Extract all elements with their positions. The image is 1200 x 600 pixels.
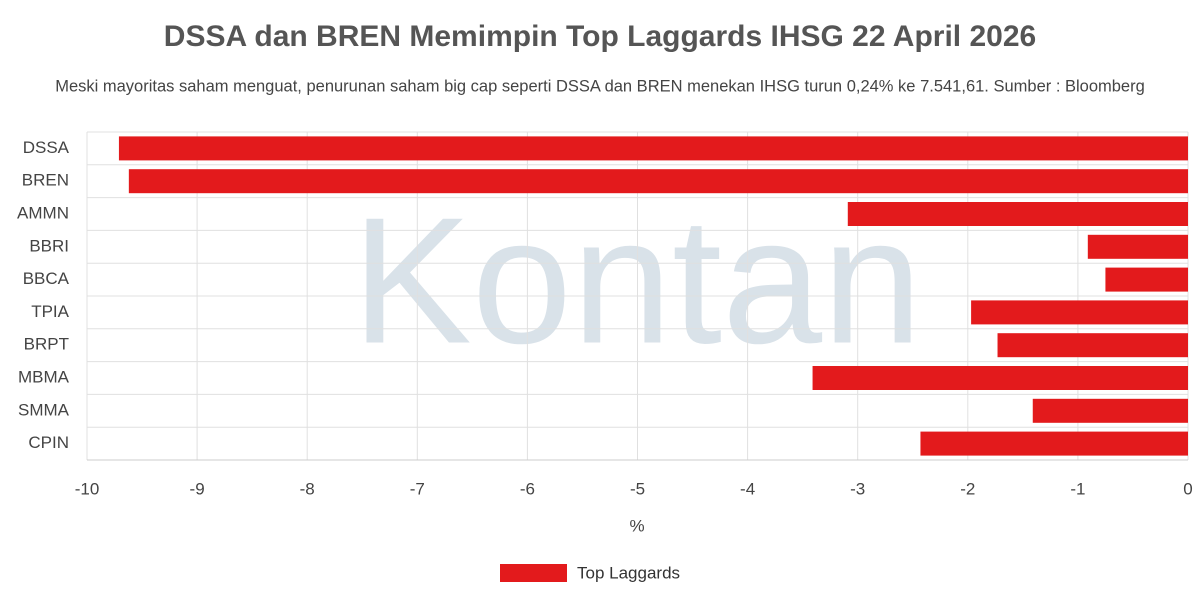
x-tick-label: -1 — [1070, 479, 1085, 498]
y-tick-label: SMMA — [18, 400, 70, 419]
y-tick-label: BBCA — [23, 269, 70, 288]
bar — [1032, 398, 1188, 423]
x-axis-label: % — [629, 516, 644, 535]
bar — [118, 136, 1189, 161]
y-tick-label: MBMA — [18, 367, 70, 386]
x-tick-label: 0 — [1183, 479, 1192, 498]
x-tick-label: -2 — [960, 479, 975, 498]
bar — [920, 431, 1188, 456]
x-tick-label: -4 — [740, 479, 755, 498]
y-tick-label: BRPT — [24, 335, 69, 354]
y-tick-label: BBRI — [29, 236, 69, 255]
legend-label: Top Laggards — [577, 563, 680, 582]
bar — [1087, 234, 1188, 259]
y-tick-label: DSSA — [23, 138, 70, 157]
bar — [812, 366, 1188, 390]
y-tick-label: BREN — [22, 171, 69, 190]
x-tick-label: -8 — [300, 479, 315, 498]
x-tick-label: -6 — [520, 479, 535, 498]
chart-subtitle: Meski mayoritas saham menguat, penurunan… — [55, 77, 1145, 95]
x-tick-label: -10 — [75, 479, 100, 498]
x-tick-label: -9 — [190, 479, 205, 498]
x-tick-label: -3 — [850, 479, 865, 498]
y-tick-label: AMMN — [17, 203, 69, 222]
chart-title: DSSA dan BREN Memimpin Top Laggards IHSG… — [164, 20, 1036, 53]
bar — [128, 169, 1188, 194]
y-tick-label: CPIN — [28, 433, 69, 452]
x-tick-label: -7 — [410, 479, 425, 498]
legend-swatch — [500, 564, 567, 582]
bar — [847, 202, 1188, 226]
bar — [1105, 267, 1188, 292]
bar — [997, 333, 1188, 358]
y-tick-label: TPIA — [31, 302, 69, 321]
x-tick-label: -5 — [630, 479, 645, 498]
bar — [971, 300, 1188, 325]
